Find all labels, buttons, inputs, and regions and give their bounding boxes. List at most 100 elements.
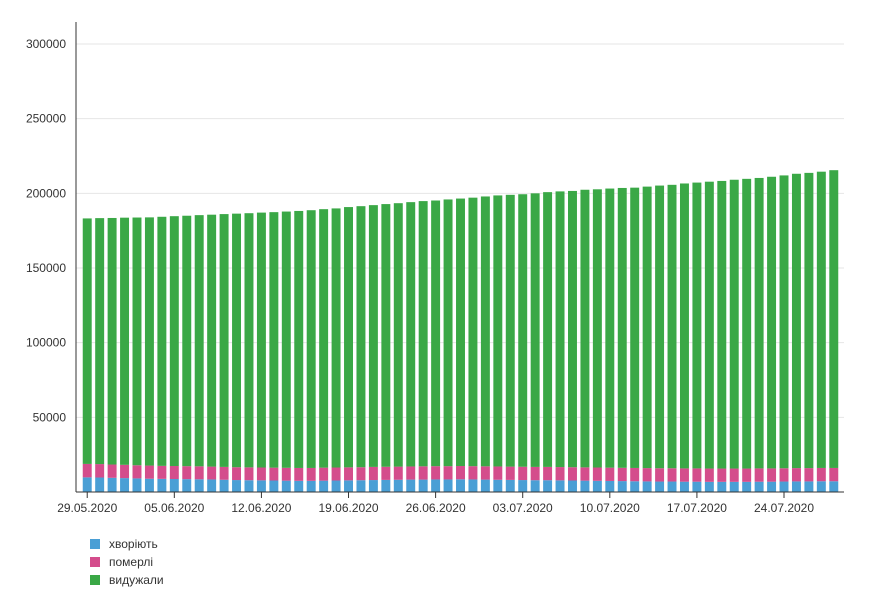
bar-recovered bbox=[592, 189, 602, 468]
bar-died bbox=[754, 468, 764, 482]
bar-sick bbox=[655, 481, 665, 492]
bar-sick bbox=[344, 480, 353, 492]
bar-recovered bbox=[294, 210, 304, 468]
bar-died bbox=[655, 468, 665, 482]
bar-recovered bbox=[754, 177, 764, 469]
bar-died bbox=[356, 467, 366, 481]
bar-sick bbox=[493, 479, 503, 492]
bar-died bbox=[692, 468, 702, 482]
bar-sick bbox=[244, 480, 254, 492]
x-tick-label: 05.06.2020 bbox=[144, 501, 204, 515]
bar-sick bbox=[456, 479, 465, 492]
y-tick-label: 200000 bbox=[26, 186, 66, 200]
legend-label-sick: хворіють bbox=[109, 537, 158, 551]
bar-recovered bbox=[791, 173, 801, 469]
bar-sick bbox=[605, 480, 615, 492]
bar-died bbox=[605, 467, 615, 481]
bar-sick bbox=[319, 480, 329, 492]
x-tick-label: 10.07.2020 bbox=[580, 501, 640, 515]
bar-died bbox=[543, 466, 553, 481]
bar-recovered bbox=[281, 211, 291, 468]
bar-sick bbox=[505, 479, 515, 492]
legend-label-recovered: видужали bbox=[109, 573, 164, 587]
bar-died bbox=[468, 466, 478, 480]
bar-sick bbox=[368, 480, 378, 492]
bar-died bbox=[679, 468, 689, 482]
bar-sick bbox=[306, 480, 316, 492]
bar-recovered bbox=[717, 180, 727, 469]
bar-recovered bbox=[518, 194, 528, 467]
bar-died bbox=[95, 464, 105, 478]
bar-sick bbox=[144, 478, 154, 492]
bar-died bbox=[717, 468, 727, 482]
legend-item-sick[interactable]: хворіють bbox=[90, 535, 164, 553]
bar-sick bbox=[754, 481, 764, 492]
bar-sick bbox=[120, 478, 130, 492]
bar-died bbox=[306, 467, 316, 481]
bar-recovered bbox=[568, 190, 577, 468]
bar-recovered bbox=[543, 192, 553, 467]
bar-recovered bbox=[182, 215, 192, 467]
bar-died bbox=[729, 468, 739, 482]
bar-recovered bbox=[468, 197, 478, 467]
bar-sick bbox=[617, 481, 627, 492]
bar-sick bbox=[132, 478, 142, 492]
y-tick-label: 250000 bbox=[26, 112, 66, 126]
bar-sick bbox=[580, 480, 590, 492]
bar-recovered bbox=[319, 209, 329, 468]
bar-recovered bbox=[530, 193, 540, 467]
bar-recovered bbox=[306, 210, 316, 468]
bar-died bbox=[816, 467, 826, 482]
bar-died bbox=[381, 466, 391, 480]
bar-died bbox=[207, 466, 217, 480]
bar-recovered bbox=[630, 187, 640, 468]
bar-sick bbox=[95, 477, 105, 492]
bar-died bbox=[642, 468, 652, 482]
bar-recovered bbox=[207, 214, 217, 467]
bar-died bbox=[256, 467, 266, 481]
bar-died bbox=[232, 467, 242, 481]
bar-sick bbox=[443, 479, 453, 492]
bar-died bbox=[767, 468, 777, 482]
bar-recovered bbox=[692, 182, 702, 469]
bar-died bbox=[368, 466, 378, 481]
bar-died bbox=[592, 467, 602, 481]
bar-recovered bbox=[244, 213, 254, 468]
bar-recovered bbox=[194, 215, 204, 467]
bar-sick bbox=[331, 480, 341, 492]
x-tick-label: 24.07.2020 bbox=[754, 501, 814, 515]
bar-recovered bbox=[82, 218, 92, 464]
bar-sick bbox=[169, 479, 179, 492]
bar-sick bbox=[418, 479, 428, 492]
legend-item-died[interactable]: померлі bbox=[90, 553, 164, 571]
bar-died bbox=[505, 466, 515, 480]
bar-died bbox=[144, 465, 154, 479]
x-tick-label: 03.07.2020 bbox=[493, 501, 553, 515]
bar-sick bbox=[406, 479, 416, 492]
bar-recovered bbox=[169, 216, 179, 467]
bar-died bbox=[742, 468, 752, 482]
bar-recovered bbox=[829, 170, 839, 468]
y-tick-label: 300000 bbox=[26, 37, 66, 51]
legend-swatch-sick bbox=[90, 539, 100, 549]
bar-died bbox=[294, 467, 304, 481]
bar-sick bbox=[232, 480, 242, 492]
legend-swatch-died bbox=[90, 557, 100, 567]
bar-sick bbox=[816, 481, 826, 492]
bar-sick bbox=[393, 479, 403, 492]
bar-sick bbox=[356, 480, 366, 492]
bar-recovered bbox=[381, 204, 391, 467]
bar-died bbox=[667, 468, 677, 482]
bar-recovered bbox=[393, 203, 403, 467]
legend-item-recovered[interactable]: видужали bbox=[90, 571, 164, 589]
bar-recovered bbox=[256, 212, 266, 468]
bar-sick bbox=[530, 480, 540, 492]
bar-recovered bbox=[406, 202, 416, 467]
bar-died bbox=[568, 467, 577, 481]
legend-label-died: померлі bbox=[109, 555, 154, 569]
legend-swatch-recovered bbox=[90, 575, 100, 585]
bar-died bbox=[393, 466, 403, 480]
bars bbox=[82, 170, 839, 492]
bar-sick bbox=[431, 479, 441, 492]
